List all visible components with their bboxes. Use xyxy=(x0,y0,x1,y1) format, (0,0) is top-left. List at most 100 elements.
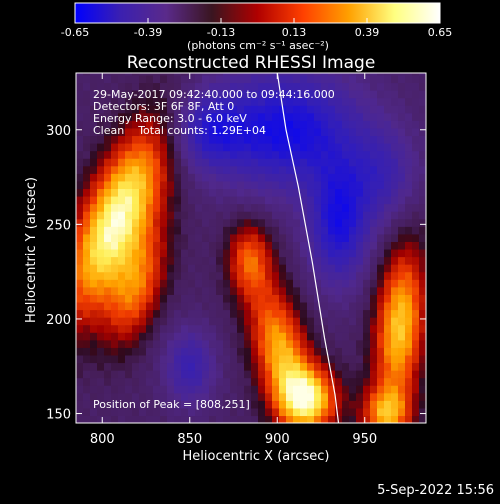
heatmap-cell xyxy=(258,180,266,190)
heatmap-cell xyxy=(132,248,140,258)
heatmap-cell xyxy=(118,135,126,144)
heatmap-cell xyxy=(279,74,287,84)
heatmap-cell xyxy=(188,339,196,348)
heatmap-cell xyxy=(349,400,357,409)
heatmap-cell xyxy=(167,150,175,159)
heatmap-cell xyxy=(363,218,371,227)
heatmap-cell xyxy=(188,264,196,273)
heatmap-cell xyxy=(419,211,426,220)
heatmap-cell xyxy=(209,256,217,265)
heatmap-cell xyxy=(279,377,287,386)
heatmap-cell xyxy=(146,188,154,197)
heatmap-cell xyxy=(349,347,357,356)
heatmap-cell xyxy=(328,339,336,348)
heatmap-cell xyxy=(363,324,371,333)
heatmap-cell xyxy=(342,135,350,144)
heatmap-cell xyxy=(272,203,280,212)
heatmap-cell xyxy=(321,158,329,167)
heatmap-cell xyxy=(398,241,406,250)
heatmap-cell xyxy=(230,286,238,295)
heatmap-cell xyxy=(125,82,133,91)
heatmap-cell xyxy=(321,256,329,265)
heatmap-cell xyxy=(83,392,91,401)
heatmap-cell xyxy=(363,97,371,106)
heatmap-cell xyxy=(223,165,231,174)
heatmap-cell xyxy=(188,112,196,121)
heatmap-cell xyxy=(223,324,231,333)
heatmap-cell xyxy=(153,370,161,379)
heatmap-cell xyxy=(419,120,426,129)
heatmap-cell xyxy=(272,241,280,250)
heatmap-cell xyxy=(335,271,343,280)
heatmap-cell xyxy=(384,211,392,220)
heatmap-cell xyxy=(118,317,126,326)
heatmap-cell xyxy=(230,301,238,311)
heatmap-cell xyxy=(230,165,238,174)
heatmap-cell xyxy=(384,271,392,280)
heatmap-cell xyxy=(146,143,154,152)
heatmap-cell xyxy=(391,309,399,318)
heatmap-cell xyxy=(195,105,203,114)
heatmap-cell xyxy=(314,362,322,371)
heatmap-cell xyxy=(286,233,294,242)
heatmap-cell xyxy=(321,407,329,417)
heatmap-cell xyxy=(286,354,294,364)
heatmap-cell xyxy=(293,105,301,114)
heatmap-cell xyxy=(118,158,126,167)
heatmap-cell xyxy=(412,286,420,295)
heatmap-cell xyxy=(230,188,238,197)
heatmap-cell xyxy=(202,294,210,303)
heatmap-cell xyxy=(307,354,315,364)
heatmap-cell xyxy=(244,354,252,364)
heatmap-cell xyxy=(118,226,126,235)
heatmap-cell xyxy=(97,120,105,129)
heatmap-cell xyxy=(307,256,315,265)
heatmap-cell xyxy=(153,317,161,326)
heatmap-cell xyxy=(125,317,133,326)
heatmap-cell xyxy=(265,392,273,401)
heatmap-cell xyxy=(237,112,245,121)
heatmap-cell xyxy=(314,370,322,379)
colorbar-tick-label: -0.65 xyxy=(61,26,89,39)
heatmap-cell xyxy=(146,97,154,106)
heatmap-cell xyxy=(76,392,84,401)
heatmap-cell xyxy=(307,415,315,423)
heatmap-cell xyxy=(139,248,147,258)
heatmap-cell xyxy=(328,150,336,159)
heatmap-cell xyxy=(258,301,266,311)
heatmap-cell xyxy=(160,143,168,152)
heatmap-cell xyxy=(279,188,287,197)
plot-frame xyxy=(75,72,427,424)
heatmap-cell xyxy=(125,301,133,311)
heatmap-cell xyxy=(279,241,287,250)
heatmap-cell xyxy=(244,120,252,129)
heatmap-cell xyxy=(76,82,84,91)
heatmap-cell xyxy=(153,279,161,288)
heatmap-cell xyxy=(216,112,224,121)
heatmap-cell xyxy=(412,347,420,356)
heatmap-cell xyxy=(146,203,154,212)
heatmap-cell xyxy=(160,165,168,174)
heatmap-cell xyxy=(132,195,140,205)
heatmap-cell xyxy=(125,392,133,401)
heatmap-cell xyxy=(202,135,210,144)
heatmap-cell xyxy=(405,143,413,152)
heatmap-cell xyxy=(251,392,259,401)
heatmap-cell xyxy=(293,279,301,288)
heatmap-cell xyxy=(76,324,84,333)
heatmap-cell xyxy=(104,317,112,326)
heatmap-cell xyxy=(391,377,399,386)
heatmap-cell xyxy=(153,362,161,371)
heatmap-cell xyxy=(293,392,301,401)
heatmap-cell xyxy=(405,188,413,197)
heatmap-cell xyxy=(111,264,119,273)
heatmap-cell xyxy=(223,362,231,371)
heatmap-cell xyxy=(279,112,287,121)
heatmap-cell xyxy=(272,188,280,197)
heatmap-cell xyxy=(356,165,364,174)
heatmap-cell xyxy=(181,135,189,144)
heatmap-cell xyxy=(181,127,189,137)
heatmap-cell xyxy=(139,241,147,250)
heatmap-cell xyxy=(111,339,119,348)
heatmap-cell xyxy=(265,90,273,99)
